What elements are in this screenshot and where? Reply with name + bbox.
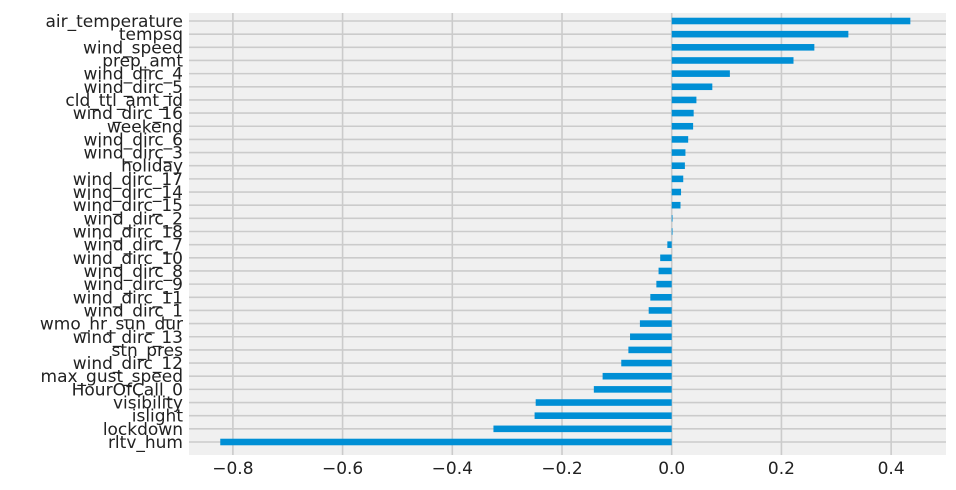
bar-wind_dirc_3 xyxy=(671,149,686,156)
y-tick-label: wind_dirc_5 xyxy=(84,78,184,98)
y-tick-label: wind_dirc_1 xyxy=(84,301,184,321)
y-tick-label: wind_dirc_3 xyxy=(84,144,184,164)
bar-wind_dirc_8 xyxy=(658,267,672,275)
y-tick-label: wind_dirc_7 xyxy=(84,236,184,256)
bar-wind_dirc_14 xyxy=(671,188,682,196)
bar-holiday xyxy=(671,162,685,170)
y-tick-label: stn_pres xyxy=(111,341,183,361)
x-tick-label: 0.0 xyxy=(658,459,685,479)
y-tick-label: wind_dirc_2 xyxy=(84,209,184,229)
grid-lines xyxy=(189,13,946,455)
x-tick-label: −0.2 xyxy=(541,459,582,479)
y-tick-label: wind_dirc_4 xyxy=(84,65,184,85)
bar-visibility xyxy=(535,399,672,406)
bar-wind_dirc_9 xyxy=(656,280,672,288)
bar-rltv_hum xyxy=(220,438,672,446)
y-tick-label: prep_amt xyxy=(102,51,183,71)
y-tick-label: wind_speed xyxy=(83,38,183,58)
bar-wind_dirc_2 xyxy=(671,215,673,222)
y-tick-label: rltv_hum xyxy=(108,433,183,453)
x-tick-label: 0.2 xyxy=(768,459,795,479)
x-tick-label: 0.4 xyxy=(878,459,905,479)
bar-wind_dirc_6 xyxy=(671,136,689,143)
x-tick-label: −0.6 xyxy=(322,459,363,479)
y-tick-label: wind_dirc_11 xyxy=(73,288,183,308)
x-axis-labels: −0.8 −0.6 −0.4 −0.2 0.0 0.2 0.4 xyxy=(212,459,904,479)
y-tick-label: weekend xyxy=(107,117,183,137)
bar-wind_dirc_4 xyxy=(671,70,730,77)
bar-lockdown xyxy=(493,425,672,433)
bar-prep_amt xyxy=(671,57,794,64)
y-tick-label: tempsq xyxy=(119,25,183,45)
y-tick-label: wind_dirc_17 xyxy=(73,170,183,190)
y-tick-label: wind_dirc_15 xyxy=(73,196,183,216)
bar-wind_dirc_12 xyxy=(621,359,672,367)
bar-tempsq xyxy=(671,30,849,38)
y-tick-label: wmo_hr_sun_dur xyxy=(40,315,183,335)
bar-cld_ttl_amt_id xyxy=(671,96,697,104)
y-tick-label: wind_dirc_8 xyxy=(84,262,184,282)
y-tick-label: wind_dirc_18 xyxy=(73,223,183,243)
bar-stn_pres xyxy=(628,346,672,354)
bar-air_temperature xyxy=(671,17,911,25)
y-tick-label: wind_dirc_9 xyxy=(84,275,184,295)
x-tick-label: −0.4 xyxy=(432,459,473,479)
y-tick-label: wind_dirc_14 xyxy=(73,183,183,203)
bar-wind_dirc_10 xyxy=(660,254,672,262)
bar-max_gust_speed xyxy=(602,372,672,380)
y-tick-label: wind_dirc_13 xyxy=(73,328,183,348)
bar-wind_dirc_11 xyxy=(650,293,672,301)
bar-wind_dirc_18 xyxy=(671,228,673,235)
bar-wmo_hr_sun_dur xyxy=(639,320,672,327)
bars xyxy=(220,17,911,446)
y-tick-label: holiday xyxy=(121,157,183,177)
bar-wind_dirc_15 xyxy=(671,201,681,209)
y-axis-labels: air_temperaturetempsqwind_speedprep_amtw… xyxy=(40,12,183,453)
bar-wind_dirc_1 xyxy=(648,307,672,314)
y-tick-label: islight xyxy=(132,407,184,427)
y-tick-label: visibility xyxy=(113,394,183,414)
y-tick-label: cld_ttl_amt_id xyxy=(65,91,183,111)
bar-wind_dirc_16 xyxy=(671,109,694,117)
y-tick-label: wind_dirc_12 xyxy=(73,354,183,374)
bar-islight xyxy=(534,412,672,419)
y-tick-label: lockdown xyxy=(103,420,183,440)
y-tick-label: wind_dirc_16 xyxy=(73,104,183,124)
bar-wind_dirc_17 xyxy=(671,175,684,183)
bar-wind_dirc_7 xyxy=(667,241,672,248)
bar-HourOfCall_0 xyxy=(593,386,672,393)
bar-wind_speed xyxy=(671,44,815,51)
x-tick-label: −0.8 xyxy=(212,459,253,479)
y-tick-label: wind_dirc_10 xyxy=(73,249,183,269)
bar-weekend xyxy=(671,122,694,130)
y-tick-label: HourOfCall_0 xyxy=(72,380,183,400)
bar-wind_dirc_13 xyxy=(630,333,672,341)
y-tick-label: air_temperature xyxy=(46,12,184,32)
y-tick-label: max_gust_speed xyxy=(41,367,183,387)
bar-wind_dirc_5 xyxy=(671,83,713,91)
y-tick-label: wind_dirc_6 xyxy=(84,130,184,150)
